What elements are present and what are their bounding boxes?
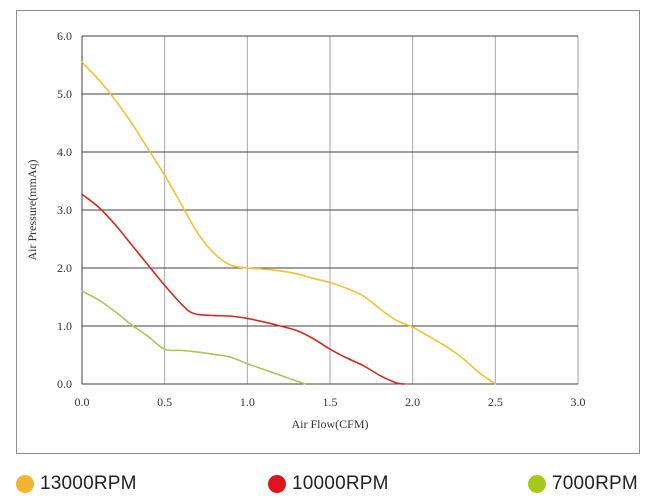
- x-tick-label-3: 1.5: [323, 395, 338, 409]
- x-tick-label-1: 0.5: [157, 395, 172, 409]
- legend-item-7000rpm: 7000RPM: [528, 472, 638, 496]
- series-line-7000rpm: [81, 290, 306, 385]
- series-line-13000rpm: [81, 61, 497, 385]
- series-line-10000rpm: [81, 193, 406, 385]
- legend-label-10000rpm: 10000RPM: [292, 473, 389, 494]
- y-axis-label: Air Pressure(mmAq): [25, 160, 39, 261]
- y-tick-label-4: 4.0: [57, 145, 72, 159]
- x-tick-label-6: 3.0: [571, 395, 586, 409]
- line-chart: 0.0 0.5 1.0 1.5 2.0 2.5 3.0 0.0 1.0 2.0 3.0 4.0 5.0 6…: [25, 29, 586, 431]
- x-tick-label-4: 2.0: [405, 395, 420, 409]
- x-axis-label: Air Flow(CFM): [291, 417, 368, 431]
- legend: 13000RPM 10000RPM 7000RPM: [0, 466, 654, 500]
- legend-marker-10000rpm: [268, 475, 286, 493]
- legend-label-7000rpm: 7000RPM: [552, 473, 638, 494]
- grid-lines: [82, 35, 579, 384]
- x-tick-label-2: 1.0: [240, 395, 255, 409]
- legend-item-10000rpm: 10000RPM: [268, 472, 389, 496]
- y-tick-label-6: 6.0: [57, 29, 72, 43]
- tick-labels: 0.0 0.5 1.0 1.5 2.0 2.5 3.0 0.0 1.0 2.0 3.0 4.0 5.0 6…: [57, 29, 586, 409]
- chart-frame: [16, 10, 640, 454]
- legend-label-13000rpm: 13000RPM: [40, 473, 137, 494]
- legend-marker-13000rpm: [16, 475, 34, 493]
- legend-marker-7000rpm: [528, 475, 546, 493]
- y-tick-label-2: 2.0: [57, 261, 72, 275]
- x-tick-label-5: 2.5: [488, 395, 503, 409]
- legend-item-13000rpm: 13000RPM: [16, 472, 137, 496]
- x-tick-label-0: 0.0: [75, 395, 90, 409]
- y-tick-label-5: 5.0: [57, 87, 72, 101]
- y-tick-label-1: 1.0: [57, 319, 72, 333]
- y-tick-label-0: 0.0: [57, 377, 72, 391]
- series-lines: [81, 61, 497, 385]
- y-tick-label-3: 3.0: [57, 203, 72, 217]
